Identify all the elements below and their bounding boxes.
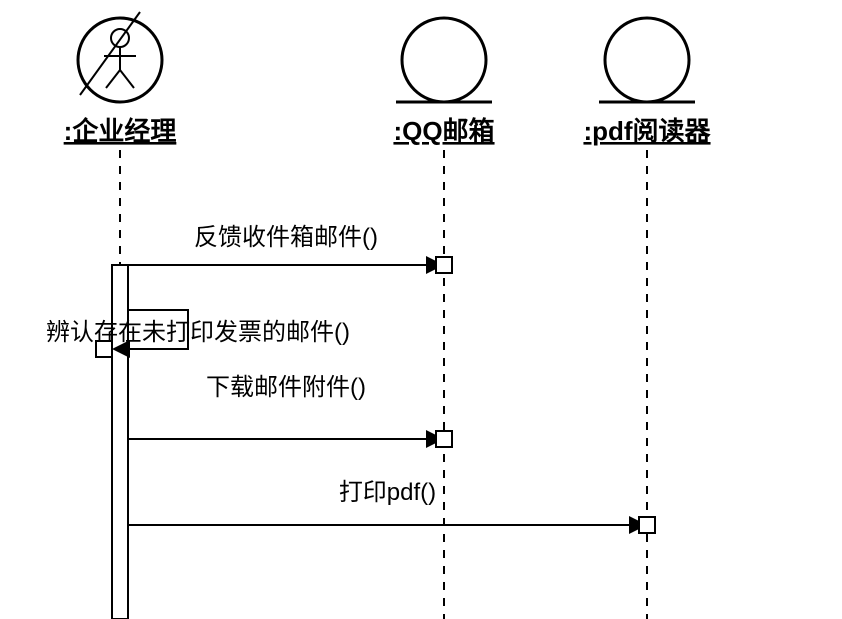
message-label: 辨认存在未打印发票的邮件() (46, 319, 350, 346)
lifeline-label: :企业经理 (64, 116, 177, 146)
activation-box (639, 517, 655, 533)
lifeline-label: :pdf阅读器 (583, 116, 711, 146)
sequence-diagram: :企业经理 :QQ邮箱 :pdf阅读器反馈收件箱邮件() 辨认存在未打印发票的邮件()… (0, 0, 842, 619)
message-label: 下载邮件附件() (206, 374, 366, 401)
activation-box (436, 431, 452, 447)
message-label: 反馈收件箱邮件() (194, 224, 378, 251)
activation-box (436, 257, 452, 273)
message-label: 打印pdf() (339, 479, 436, 506)
activation-box (96, 341, 112, 357)
lifeline-label: :QQ邮箱 (393, 116, 494, 146)
